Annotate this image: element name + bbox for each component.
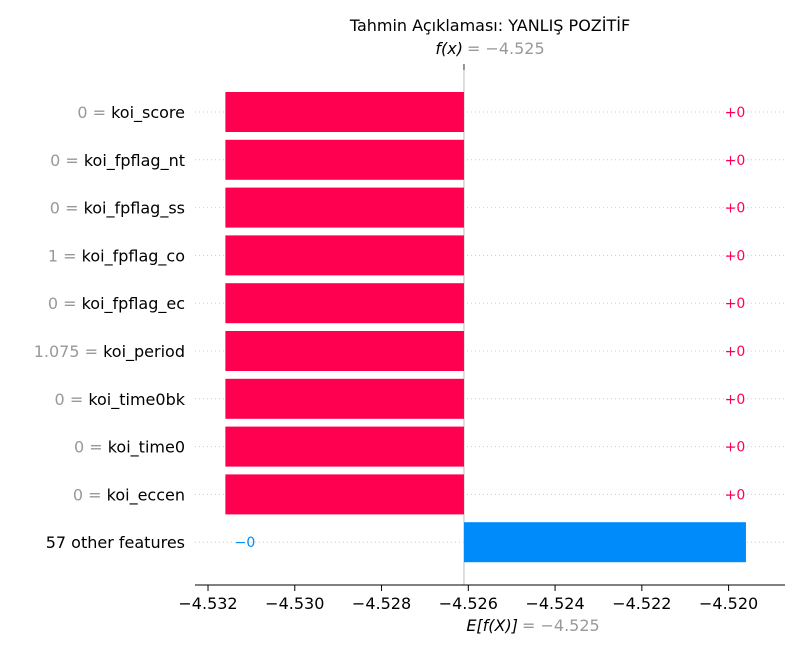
feature-label: 0 = koi_fpflag_ss	[50, 199, 185, 219]
feature-value: 0 =	[73, 485, 107, 504]
feature-label: 0 = koi_eccen	[73, 485, 185, 505]
contribution-label: +0	[725, 105, 746, 121]
contribution-label: +0	[725, 344, 746, 360]
contribution-label: +0	[725, 440, 746, 456]
feature-value: 1 =	[48, 246, 82, 265]
feature-value: 0 =	[50, 199, 84, 218]
x-tick-label: −4.524	[525, 594, 584, 613]
feature-value: 0 =	[48, 294, 82, 313]
feature-label: 1 = koi_fpflag_co	[48, 246, 185, 266]
feature-value: 0 =	[55, 390, 89, 409]
contribution-label: +0	[725, 487, 746, 503]
feature-label: 0 = koi_score	[77, 103, 185, 123]
feature-name: koi_time0	[108, 438, 185, 458]
contribution-label: +0	[725, 201, 746, 217]
waterfall-bar	[225, 474, 464, 515]
feature-name: koi_score	[111, 103, 185, 123]
waterfall-bar	[463, 522, 746, 563]
contribution-label: +0	[725, 296, 746, 312]
waterfall-bar	[225, 187, 464, 228]
feature-name: koi_fpflag_ss	[84, 199, 185, 219]
contribution-label: +0	[725, 392, 746, 408]
expected-value: = −4.525	[522, 616, 600, 635]
feature-label: 57 other features	[46, 533, 185, 552]
feature-label: 0 = koi_fpflag_ec	[48, 294, 185, 314]
waterfall-bar	[225, 139, 464, 180]
x-tick-label: −4.520	[699, 594, 758, 613]
contribution-label: +0	[725, 153, 746, 169]
feature-name: koi_time0bk	[88, 390, 185, 410]
feature-name: koi_fpflag_ec	[82, 294, 185, 314]
contribution-label: −0	[235, 535, 256, 551]
feature-label: 0 = koi_time0	[74, 438, 185, 458]
x-tick-label: −4.522	[612, 594, 671, 613]
feature-value: 1.075 =	[34, 342, 103, 361]
feature-value: 0 =	[74, 438, 108, 457]
waterfall-bar	[225, 283, 464, 324]
waterfall-bar	[225, 331, 464, 371]
fx-annotation: f(x) = −4.525	[435, 39, 544, 58]
feature-label: 0 = koi_time0bk	[55, 390, 186, 410]
feature-value: 0 =	[50, 151, 84, 170]
waterfall-bar	[225, 235, 464, 276]
feature-name: koi_eccen	[107, 485, 185, 505]
fx-value: = −4.525	[467, 39, 545, 58]
x-tick-label: −4.532	[178, 594, 237, 613]
feature-value: 0 =	[77, 103, 111, 122]
chart-title: Tahmin Açıklaması: YANLIŞ POZİTİF	[349, 16, 630, 35]
expected-label: E[f(X)]	[466, 616, 518, 635]
fx-label: f(x)	[435, 39, 463, 58]
feature-label: 1.075 = koi_period	[34, 342, 185, 362]
feature-name: koi_fpflag_co	[82, 246, 185, 266]
feature-name: koi_period	[103, 342, 185, 362]
waterfall-bar	[225, 378, 464, 419]
plot-area: 0 = koi_score +0 0 = koi_fpflag_nt +0 0 = ko…	[34, 64, 785, 613]
contribution-label: +0	[725, 248, 746, 264]
x-tick-label: −4.528	[352, 594, 411, 613]
expected-value-annotation: E[f(X)] = −4.525	[466, 616, 599, 635]
waterfall-bar	[225, 92, 464, 132]
feature-name: 57 other features	[46, 533, 185, 552]
waterfall-bar	[225, 426, 464, 467]
x-tick-label: −4.526	[439, 594, 498, 613]
x-tick-label: −4.530	[265, 594, 324, 613]
feature-name: koi_fpflag_nt	[84, 151, 185, 171]
feature-label: 0 = koi_fpflag_nt	[50, 151, 185, 171]
